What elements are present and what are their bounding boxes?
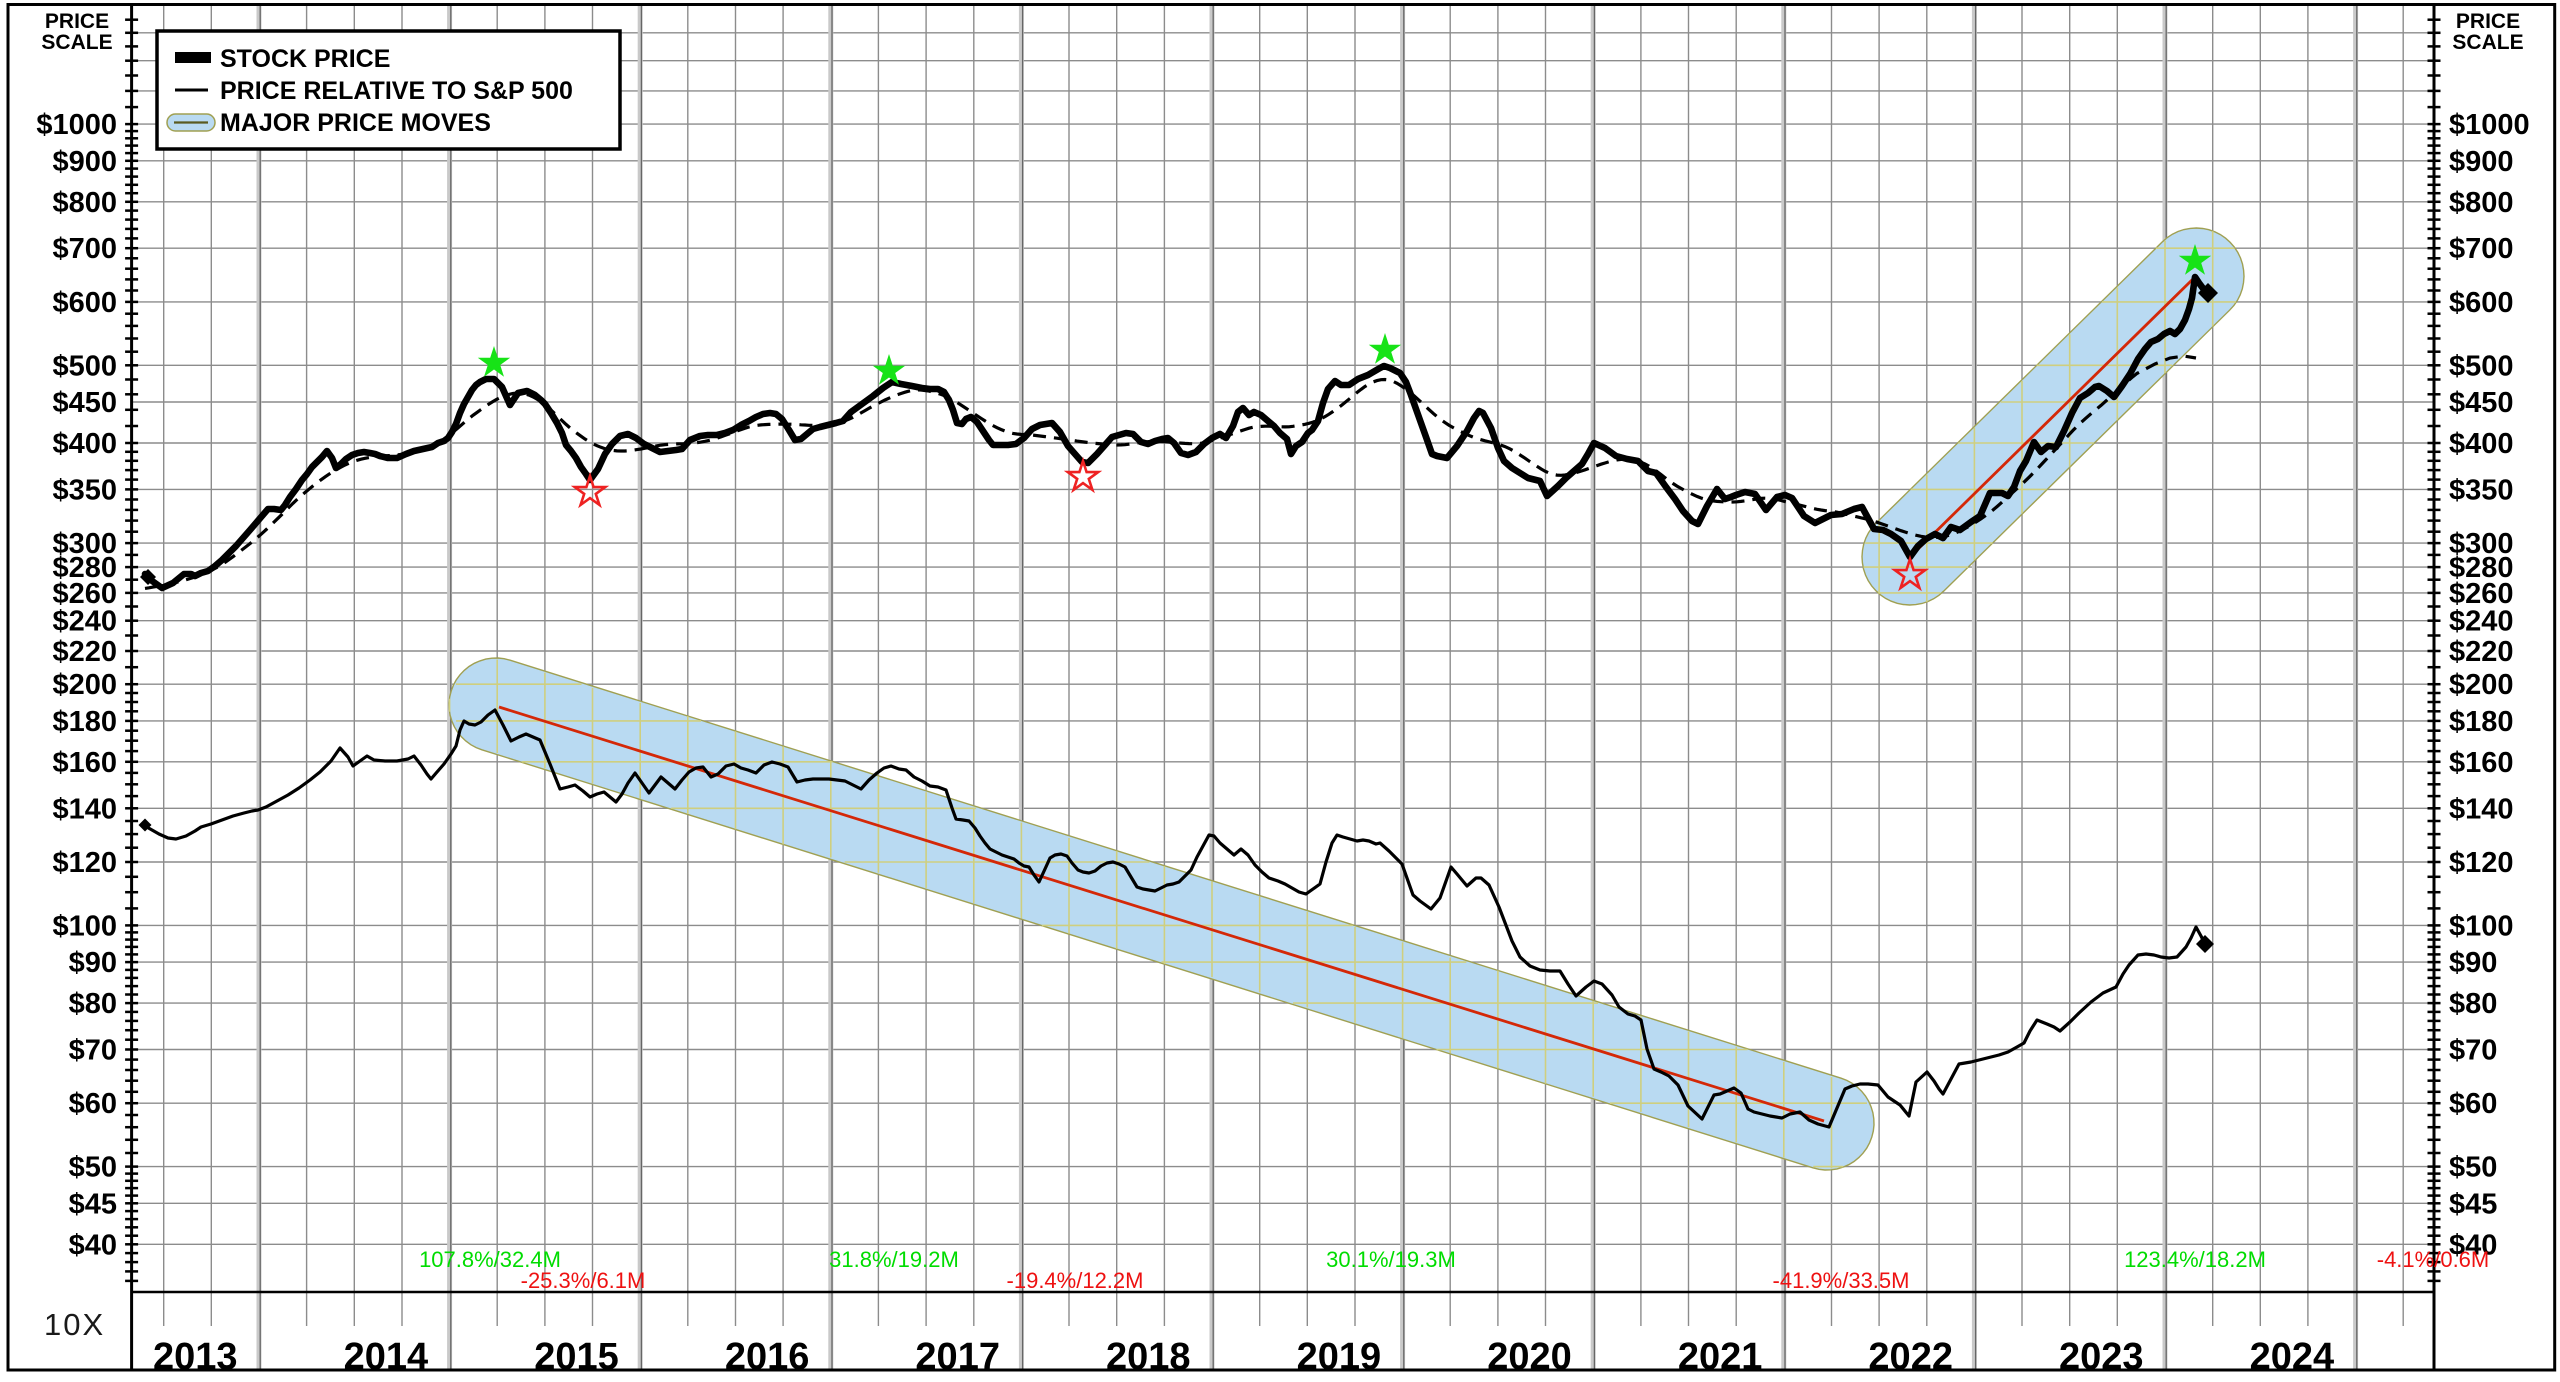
svg-text:$120: $120	[52, 847, 117, 879]
svg-text:$280: $280	[2449, 552, 2514, 584]
svg-text:$300: $300	[2449, 528, 2514, 560]
svg-text:$100: $100	[52, 910, 117, 942]
svg-text:-4.1%/0.6M: -4.1%/0.6M	[2377, 1247, 2490, 1272]
svg-text:$900: $900	[52, 146, 117, 178]
svg-text:2022: 2022	[1868, 1336, 1953, 1378]
svg-text:123.4%/18.2M: 123.4%/18.2M	[2124, 1247, 2266, 1272]
svg-text:$50: $50	[69, 1152, 117, 1184]
svg-text:$450: $450	[2449, 387, 2514, 419]
svg-text:2019: 2019	[1297, 1336, 1382, 1378]
svg-text:2014: 2014	[344, 1336, 429, 1378]
svg-text:$120: $120	[2449, 847, 2514, 879]
svg-text:$60: $60	[69, 1088, 117, 1120]
svg-text:$260: $260	[52, 578, 117, 610]
svg-text:2018: 2018	[1106, 1336, 1191, 1378]
svg-text:$1000: $1000	[2449, 109, 2530, 141]
svg-text:$300: $300	[52, 528, 117, 560]
svg-text:$80: $80	[2449, 988, 2497, 1020]
svg-text:$800: $800	[52, 187, 117, 219]
svg-text:$45: $45	[2449, 1188, 2497, 1220]
svg-text:SCALE: SCALE	[2452, 31, 2523, 54]
svg-text:2016: 2016	[725, 1336, 810, 1378]
svg-text:$200: $200	[52, 669, 117, 701]
svg-text:$220: $220	[2449, 636, 2514, 668]
svg-text:$240: $240	[2449, 606, 2514, 638]
svg-text:2017: 2017	[915, 1336, 1000, 1378]
svg-text:2024: 2024	[2250, 1336, 2335, 1378]
svg-text:$140: $140	[2449, 793, 2514, 825]
svg-text:$60: $60	[2449, 1088, 2497, 1120]
svg-text:$240: $240	[52, 606, 117, 638]
svg-text:$160: $160	[2449, 747, 2514, 779]
svg-text:SCALE: SCALE	[41, 31, 112, 54]
svg-text:$40: $40	[2449, 1229, 2497, 1261]
svg-text:$140: $140	[52, 793, 117, 825]
svg-text:MAJOR PRICE MOVES: MAJOR PRICE MOVES	[220, 109, 491, 137]
svg-text:$700: $700	[2449, 233, 2514, 265]
svg-text:$700: $700	[52, 233, 117, 265]
svg-text:$450: $450	[52, 387, 117, 419]
svg-text:$600: $600	[52, 287, 117, 319]
svg-text:$500: $500	[52, 350, 117, 382]
svg-text:10X: 10X	[44, 1307, 105, 1342]
svg-text:$350: $350	[52, 474, 117, 506]
svg-text:$400: $400	[2449, 428, 2514, 460]
svg-text:$260: $260	[2449, 578, 2514, 610]
svg-text:STOCK PRICE: STOCK PRICE	[220, 45, 390, 73]
svg-text:$100: $100	[2449, 910, 2514, 942]
svg-text:$40: $40	[69, 1229, 117, 1261]
svg-text:$180: $180	[52, 706, 117, 738]
svg-text:$220: $220	[52, 636, 117, 668]
svg-text:2013: 2013	[153, 1336, 238, 1378]
svg-text:$70: $70	[2449, 1035, 2497, 1067]
svg-text:$350: $350	[2449, 474, 2514, 506]
svg-text:PRICE RELATIVE TO S&P 500: PRICE RELATIVE TO S&P 500	[220, 77, 573, 105]
svg-text:2021: 2021	[1678, 1336, 1763, 1378]
svg-text:$900: $900	[2449, 146, 2514, 178]
svg-text:$200: $200	[2449, 669, 2514, 701]
svg-text:$80: $80	[69, 988, 117, 1020]
svg-text:$280: $280	[52, 552, 117, 584]
svg-text:30.1%/19.3M: 30.1%/19.3M	[1326, 1247, 1456, 1272]
svg-text:$400: $400	[52, 428, 117, 460]
svg-text:31.8%/19.2M: 31.8%/19.2M	[829, 1247, 959, 1272]
svg-text:2023: 2023	[2059, 1336, 2144, 1378]
svg-text:2015: 2015	[534, 1336, 619, 1378]
svg-text:-25.3%/6.1M: -25.3%/6.1M	[521, 1268, 646, 1293]
svg-text:$90: $90	[69, 947, 117, 979]
svg-text:$1000: $1000	[36, 109, 117, 141]
svg-text:107.8%/32.4M: 107.8%/32.4M	[419, 1247, 561, 1272]
svg-text:$500: $500	[2449, 350, 2514, 382]
svg-text:$600: $600	[2449, 287, 2514, 319]
svg-text:2020: 2020	[1487, 1336, 1572, 1378]
svg-text:$50: $50	[2449, 1152, 2497, 1184]
svg-text:-19.4%/12.2M: -19.4%/12.2M	[1007, 1268, 1144, 1293]
svg-text:$70: $70	[69, 1035, 117, 1067]
svg-text:$90: $90	[2449, 947, 2497, 979]
svg-text:-41.9%/33.5M: -41.9%/33.5M	[1773, 1268, 1910, 1293]
svg-text:$160: $160	[52, 747, 117, 779]
svg-text:$180: $180	[2449, 706, 2514, 738]
svg-text:$800: $800	[2449, 187, 2514, 219]
svg-text:PRICE: PRICE	[2456, 10, 2520, 33]
svg-text:$45: $45	[69, 1188, 117, 1220]
svg-text:PRICE: PRICE	[45, 10, 109, 33]
